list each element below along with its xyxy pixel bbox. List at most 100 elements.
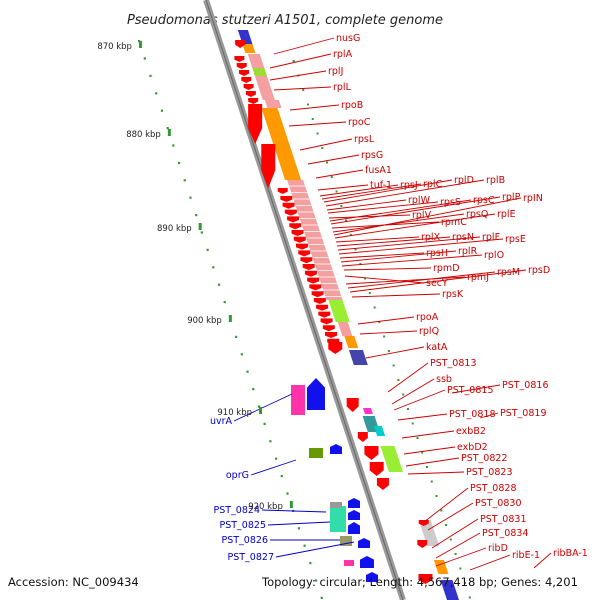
scale-dot [177,161,181,164]
inner-track-dot [464,582,467,584]
gene-arrow [417,540,428,548]
inner-track-dot [387,350,390,352]
leader-line [275,541,355,558]
scale-tick [138,41,142,48]
leader-line [319,184,399,197]
scale-dot [189,196,192,199]
gene-label-rplw: rplW [408,195,431,206]
gene-label-rpsn: rpsN [452,232,474,243]
inner-track-dot [449,538,452,541]
gene-label-rpob: rpoB [341,100,363,111]
scale-label: 910 kbp [217,408,252,418]
scale-label: 890 kbp [157,224,192,234]
inner-track-dot [378,321,381,323]
leader-line [321,183,422,200]
gene-label-secy: secY [426,278,448,289]
leader-line [343,267,432,271]
gene-label-nusg: nusG [336,33,360,44]
scale-dot [320,596,323,599]
map-title: Pseudomonas stutzeri A1501, complete gen… [127,13,443,28]
scale-dot [217,283,221,286]
inner-track-dot [454,553,457,555]
scale-dot [263,422,266,425]
reverse-gene-arrow [348,522,360,534]
gene-label-rpll: rplL [333,82,352,93]
gene-arrow [346,398,359,412]
feature-track [237,30,459,600]
reverse-gene-arrow [348,498,360,508]
leader-line [405,457,460,467]
inner-track-dot [411,422,414,425]
gene-label-ribe-1: ribE-1 [512,550,540,561]
scale-tick [198,223,202,230]
gene-label-rplb: rplB [486,175,505,186]
gene-label-pst-0825: PST_0825 [220,520,267,531]
gene-arrow [280,196,293,202]
inner-track-dot [302,89,305,91]
inner-track-dot [321,147,324,149]
inner-track-dot [397,379,400,381]
gene-arrow [302,264,315,270]
inner-track-dot [368,292,371,294]
gene-label-fusa1: fusA1 [365,165,392,176]
gene-label-pst-0822: PST_0822 [461,453,508,464]
scale-dot [160,109,164,112]
gene-arrow [418,574,433,584]
leader-line [351,293,441,298]
scale-label: 880 kbp [126,130,161,140]
feature-block [291,385,305,415]
gene-arrow [328,342,343,354]
gene-label-rpoc: rpoC [348,117,371,128]
feature-block [264,100,282,108]
leader-line [273,37,335,55]
leader-line [315,169,364,179]
gene-label-pst-0823: PST_0823 [466,467,513,478]
leader-line [332,213,465,233]
leader-line [329,199,472,222]
gene-label-rpsj: rpsJ [400,180,418,191]
scale-label: 920 kbp [248,502,283,512]
reverse-gene-arrow [360,556,374,568]
gene-label-rplo: rplO [484,250,504,261]
scale-label: 900 kbp [187,316,222,326]
leader-line [261,509,327,513]
feature-block [337,322,353,336]
feature-block [242,44,256,53]
scale-dot [223,301,226,304]
gene-arrow [243,84,254,90]
gene-arrow [369,462,384,476]
leader-line [299,138,353,151]
reverse-gene-arrow [348,510,360,520]
scale-dot [280,475,283,478]
gene-label-rpmd: rpmD [433,263,460,274]
gene-label-pst-0831: PST_0831 [480,514,527,525]
scale-dot [297,527,301,530]
leader-line [365,346,425,359]
gene-arrow [309,284,322,291]
gene-arrow [376,478,389,490]
leader-line [307,154,360,165]
leader-line [387,362,429,393]
feature-block [247,54,275,100]
gene-label-rpld: rplD [454,175,474,186]
gene-label-rpsm: rpsM [497,267,520,278]
leader-line [469,554,511,571]
gene-arrow [311,291,324,298]
leader-line [326,199,407,211]
gene-arrow [235,40,246,48]
inner-track-dot [421,451,424,454]
scale-tick [167,129,171,136]
inner-track-dot [335,190,338,193]
gene-label-rpsc: rpsC [473,195,495,206]
leader-line [344,275,425,284]
gene-arrow [320,318,333,325]
leader-line [273,86,332,91]
gene-label-rpmc: rpmC [441,217,467,228]
feature-block [340,536,352,546]
gene-arrow [322,325,335,332]
inner-track-dot [306,103,309,106]
gene-arrow [287,216,300,223]
gene-label-rpsh: rpsH [426,248,448,259]
scale-tick [259,407,263,414]
leader-line [327,201,439,214]
